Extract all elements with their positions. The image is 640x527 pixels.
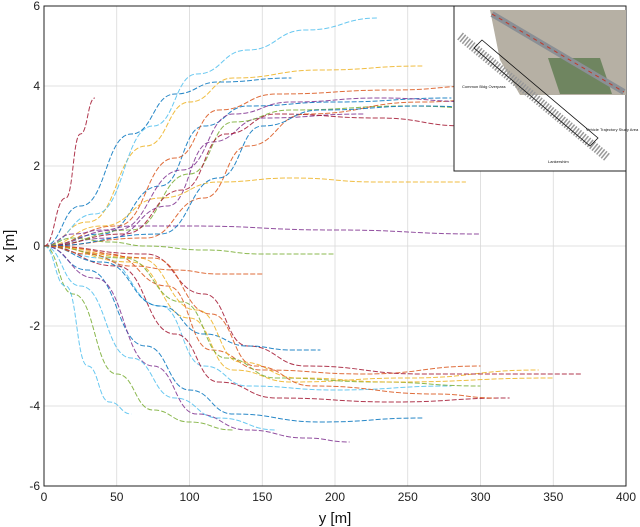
trajectory-line: [43, 245, 263, 275]
y-tick-label: 0: [33, 239, 40, 253]
inset-label-study-area: Vehicle Trajectory Study Area: [586, 127, 639, 132]
trajectory-line: [43, 105, 510, 247]
trajectory-line: [43, 97, 96, 247]
y-tick-label: 2: [33, 159, 40, 173]
trajectory-line: [43, 237, 335, 255]
trajectory-line: [43, 225, 481, 247]
inset-road-diagram: [457, 32, 611, 162]
y-tick-label: -6: [29, 479, 40, 493]
y-tick-label: 6: [33, 0, 40, 13]
trajectory-line: [43, 245, 510, 403]
trajectory-line: [43, 17, 379, 247]
trajectory-line: [43, 113, 466, 247]
x-tick-label: 350: [543, 490, 563, 504]
trajectory-line: [43, 245, 277, 431]
trajectory-line: [43, 245, 539, 383]
inset-label-overpass: Common Bldg Overpass: [462, 84, 506, 89]
trajectory-line: [43, 245, 452, 391]
trajectory-line: [43, 105, 525, 247]
x-tick-label: 400: [616, 490, 636, 504]
trajectory-line: [43, 85, 481, 247]
x-tick-label: 0: [41, 490, 48, 504]
plot-frame: [43, 5, 627, 487]
trajectory-line: [43, 93, 525, 247]
x-tick-label: 250: [398, 490, 418, 504]
trajectory-line: [43, 245, 132, 415]
trajectory-line: [43, 97, 481, 247]
trajectory-line: [43, 65, 423, 247]
y-axis-label: x [m]: [1, 230, 18, 263]
inset-trees: [548, 58, 612, 94]
trajectory-line: [43, 245, 423, 423]
trajectory-line: [43, 245, 234, 431]
y-tick-label: 4: [33, 79, 40, 93]
inset-road-marking: [491, 13, 625, 93]
trajectory-line: [43, 77, 292, 247]
y-tick-label: -4: [29, 399, 40, 413]
trajectory-line: [43, 245, 321, 351]
x-tick-label: 100: [179, 490, 199, 504]
axis-ticks: 0 50 100 150 200 250 300 350 400 -6 -4 -2 0 2 4 6: [29, 0, 636, 504]
inset-study-area-box: [473, 39, 599, 147]
trajectory-line: [43, 177, 466, 247]
inset-label-lankershim: Lankershim: [548, 159, 569, 164]
trajectory-line: [43, 97, 452, 247]
trajectory-line: [43, 113, 365, 247]
x-tick-label: 150: [252, 490, 272, 504]
x-tick-label: 200: [325, 490, 345, 504]
trajectory-line: [43, 245, 583, 375]
trajectory-lines: [43, 17, 583, 443]
trajectory-line: [43, 245, 350, 443]
inset-map: Vehicle Trajectory Study Area Common Bld…: [453, 5, 639, 172]
trajectory-line: [43, 245, 496, 399]
x-tick-label: 50: [110, 490, 124, 504]
x-axis-label: y [m]: [319, 510, 352, 527]
y-tick-label: -2: [29, 319, 40, 333]
x-tick-label: 300: [470, 490, 490, 504]
